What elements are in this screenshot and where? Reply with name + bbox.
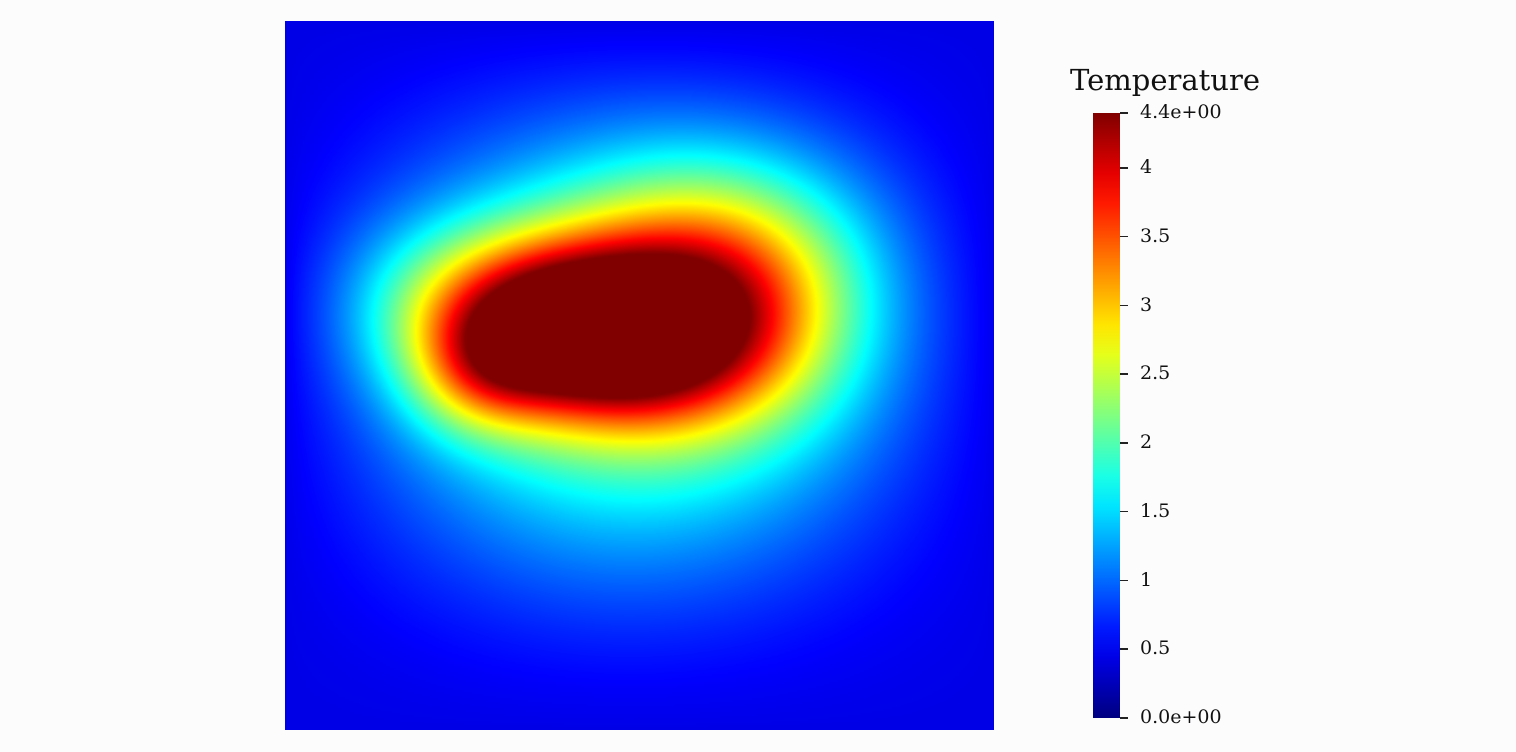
colorbar-tick-label: 4 bbox=[1140, 156, 1153, 178]
colorbar-tick-mark bbox=[1120, 373, 1128, 375]
colorbar-tick-label: 2.5 bbox=[1140, 362, 1171, 385]
colorbar-tick-label: 4.4e+00 bbox=[1140, 101, 1222, 123]
colorbar-gradient bbox=[1093, 113, 1120, 718]
colorbar-tick-label: 3 bbox=[1140, 293, 1153, 316]
colorbar-tick-label: 3.5 bbox=[1140, 224, 1171, 247]
colorbar-tick-mark bbox=[1120, 167, 1128, 169]
colorbar-tick-label: 0.5 bbox=[1140, 637, 1171, 660]
colorbar-tick-label: 1 bbox=[1140, 568, 1153, 591]
colorbar-tick-mark bbox=[1120, 510, 1128, 513]
colorbar-legend: Temperature 4.4e+00 4 3.5 3 2.5 2 1.5 1 0.5 0.0e+… bbox=[1060, 60, 1290, 740]
colorbar-tick-mark bbox=[1120, 648, 1128, 650]
colorbar-tick-mark bbox=[1120, 579, 1128, 581]
colorbar-tick-mark bbox=[1120, 442, 1128, 444]
colorbar-tick-label: 1.5 bbox=[1140, 499, 1171, 522]
colorbar-tick-mark bbox=[1120, 235, 1128, 238]
temperature-field-image bbox=[285, 21, 994, 730]
colorbar bbox=[1093, 113, 1120, 718]
temperature-field-plot bbox=[285, 21, 994, 730]
colorbar-tick-mark bbox=[1120, 304, 1128, 306]
colorbar-tick-mark bbox=[1120, 112, 1128, 114]
colorbar-title: Temperature bbox=[1070, 63, 1260, 97]
colorbar-tick-label: 0.0e+00 bbox=[1140, 706, 1222, 728]
colorbar-tick-mark bbox=[1120, 717, 1128, 719]
colorbar-tick-label: 2 bbox=[1140, 431, 1153, 453]
